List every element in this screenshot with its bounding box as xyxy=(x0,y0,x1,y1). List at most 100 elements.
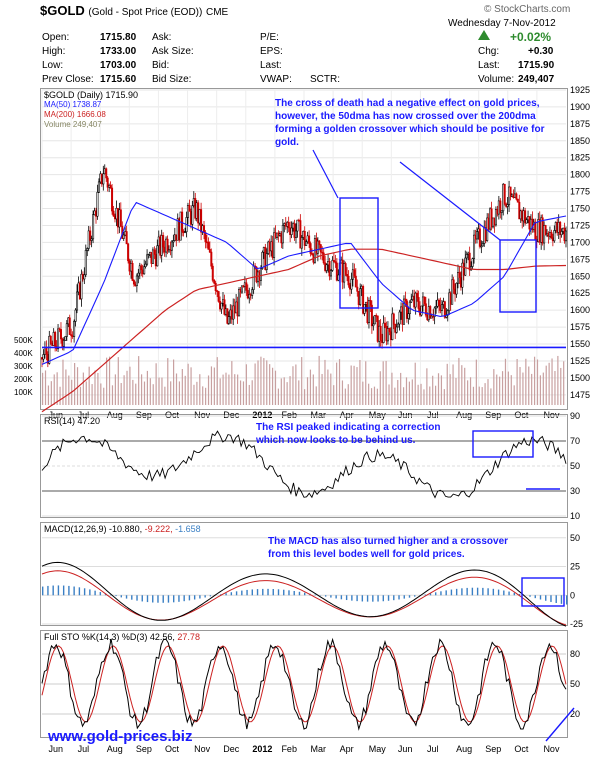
volume-bar xyxy=(187,363,189,405)
volume-bar xyxy=(563,361,565,405)
price-candle xyxy=(92,214,95,240)
price-candle xyxy=(59,329,62,340)
price-candle xyxy=(322,252,325,264)
macd-histogram-bar xyxy=(152,595,154,603)
volume-bar xyxy=(461,365,463,405)
volume-bar xyxy=(120,383,122,405)
price-candle xyxy=(137,272,140,277)
month-label: Oct xyxy=(165,410,180,420)
price-candle xyxy=(227,316,230,324)
macd-histogram-bar xyxy=(440,591,442,596)
volume-bar xyxy=(362,381,364,405)
ma50-legend: MA(50) 1738.87 xyxy=(44,100,102,109)
price-candle xyxy=(429,306,432,319)
macd-histogram-bar xyxy=(183,595,185,602)
volume-bar xyxy=(402,387,405,405)
volume-bar xyxy=(432,375,434,405)
volume-bar xyxy=(181,369,183,405)
volume-bar xyxy=(97,372,99,405)
macd-histogram-bar xyxy=(146,595,149,603)
volume-bar xyxy=(231,361,233,405)
price-candle xyxy=(499,200,502,213)
volume-bar xyxy=(126,370,128,405)
price-candle xyxy=(97,181,100,193)
volume-bar xyxy=(269,364,271,405)
volume-bar xyxy=(175,373,178,405)
price-candle xyxy=(122,234,125,239)
volume-bar xyxy=(239,380,242,405)
rsi-y-tick: 10 xyxy=(570,511,580,521)
volume-bar xyxy=(315,386,317,405)
macd-histogram-bar xyxy=(471,587,474,596)
volume-bar xyxy=(423,389,425,405)
price-candle xyxy=(478,228,481,247)
volume-bar xyxy=(536,359,539,405)
price-candle xyxy=(220,302,223,310)
price-candle xyxy=(370,304,373,327)
macd-histogram-bar xyxy=(288,590,290,596)
volume-bar xyxy=(435,385,437,405)
macd-histogram-bar xyxy=(361,595,364,602)
volume-bar xyxy=(528,366,530,405)
price-candle xyxy=(455,282,458,295)
volume-bar xyxy=(487,379,489,405)
month-label: Oct xyxy=(514,744,529,754)
price-candle xyxy=(90,238,93,241)
macd-histogram-bar xyxy=(340,595,343,600)
prev-close-label: Prev Close: xyxy=(42,74,94,85)
volume-bar xyxy=(74,362,76,405)
price-y-tick: 1600 xyxy=(570,305,590,315)
volume-bar xyxy=(321,373,323,405)
price-candle xyxy=(564,230,567,242)
price-candle xyxy=(191,205,194,225)
volume-bar xyxy=(65,369,67,405)
volume-bar xyxy=(190,367,192,405)
volume-bar xyxy=(53,374,55,405)
month-label: Dec xyxy=(223,744,240,754)
macd-histogram-bar xyxy=(267,588,269,596)
up-arrow-icon xyxy=(478,30,490,40)
macd-histogram-bar xyxy=(83,588,86,596)
volume-bar xyxy=(91,384,93,405)
price-candle xyxy=(68,317,71,335)
macd-y-tick: 50 xyxy=(570,533,580,543)
price-candle xyxy=(560,231,563,236)
high-label: High: xyxy=(42,46,66,57)
volume-bar xyxy=(103,387,105,405)
month-label: Sep xyxy=(136,744,152,754)
volume-bar xyxy=(408,381,410,405)
last-label: Last: xyxy=(260,60,282,71)
open-label: Open: xyxy=(42,32,70,43)
price-candle xyxy=(347,275,350,286)
price-candle xyxy=(203,225,206,233)
rsi-y-tick: 90 xyxy=(570,411,580,421)
macd-histogram-bar xyxy=(414,595,416,597)
volume-bar xyxy=(47,385,50,405)
bid-size-label: Bid Size: xyxy=(152,74,192,85)
volume-bar xyxy=(458,357,460,405)
pointer-line xyxy=(399,161,501,241)
website-link[interactable]: www.gold-prices.biz xyxy=(48,728,193,745)
volume-bar xyxy=(225,372,227,405)
macd-histogram-bar xyxy=(550,595,552,602)
volume-bar xyxy=(170,381,172,405)
volume-bar xyxy=(452,364,454,405)
price-candle xyxy=(102,173,105,185)
macd-panel xyxy=(40,522,568,626)
macd-histogram-bar xyxy=(372,595,374,602)
month-label: Jun xyxy=(49,744,64,754)
macd-histogram-bar xyxy=(487,588,489,596)
price-y-tick: 1850 xyxy=(570,136,590,146)
macd-histogram-bar xyxy=(508,591,510,596)
volume-bar xyxy=(301,357,303,405)
volume-bar xyxy=(108,356,111,405)
volume-bar xyxy=(333,385,335,405)
price-candle xyxy=(105,168,108,179)
macd-histogram-bar xyxy=(539,595,542,600)
month-label: Sep xyxy=(136,410,152,420)
price-candle xyxy=(111,187,114,212)
price-candle xyxy=(296,219,299,232)
price-candle xyxy=(251,289,254,296)
price-candle xyxy=(48,335,51,364)
price-candle xyxy=(261,251,264,269)
